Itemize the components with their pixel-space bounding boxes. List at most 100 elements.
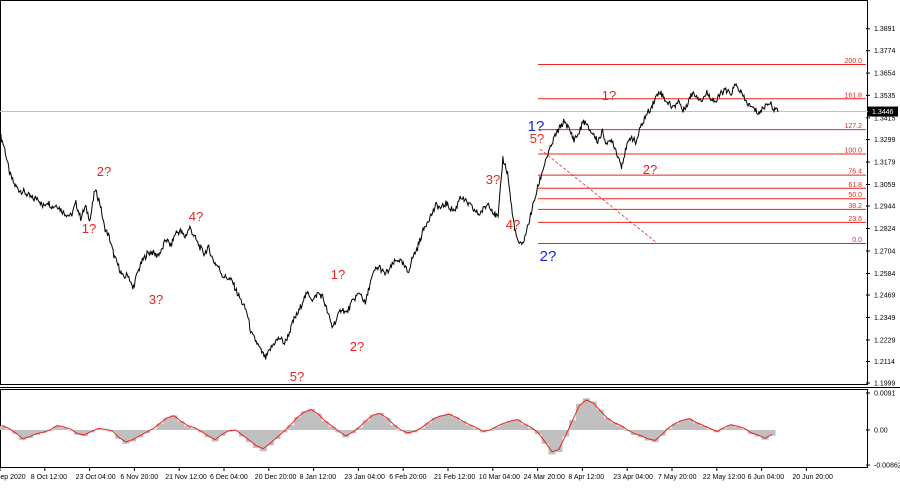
price-tick-label: 1.3415 (874, 115, 896, 122)
wave-label: 2? (97, 164, 111, 179)
time-tick-label: 23 Jan 04:00 (344, 474, 385, 481)
wave-label: 5? (530, 131, 544, 146)
wave-label: 5? (290, 369, 304, 384)
wave-label: 1? (82, 221, 96, 236)
oscillator-bar (369, 414, 377, 431)
oscillator-bar (5, 429, 13, 431)
fib-level-label: 23.6 (848, 216, 862, 223)
oscillator-bar (417, 428, 425, 431)
oscillator-bar (25, 430, 34, 439)
oscillator-bar (342, 430, 350, 438)
oscillator-bar (259, 430, 267, 452)
price-tick-label: 1.2944 (874, 204, 896, 211)
price-panel-frame (0, 0, 868, 385)
time-tick-label: 6 Feb 20:00 (389, 474, 426, 481)
time-tick-label: 22 Sep 2020 (0, 474, 26, 481)
price-tick-label: 1.3059 (874, 182, 896, 189)
oscillator-bar (582, 398, 590, 431)
price-axis: 1.3891 1.3774 1.3654 1.3535 1.3415 1.3299 1.31… (866, 26, 898, 388)
oscillator-bar (60, 427, 68, 431)
fib-level-label: 127.2 (844, 123, 862, 130)
oscillator-bar (12, 430, 20, 435)
wave-label: 1? (602, 88, 616, 103)
oscillator-bar (658, 430, 666, 436)
oscillator-bar (734, 426, 742, 431)
oscillator-bar (493, 426, 501, 431)
oscillator-bar (651, 430, 659, 443)
oscillator-bar (747, 430, 755, 435)
time-tick-label: 8 Jan 12:00 (300, 474, 337, 481)
wave-label: 3? (149, 292, 163, 307)
oscillator-bar (177, 421, 185, 431)
wave-label: 3? (486, 172, 500, 187)
time-tick-label: 24 Mar 20:00 (524, 474, 565, 481)
oscillator-bar (465, 425, 474, 431)
oscillator-bar (644, 430, 652, 441)
oscillator-bar (307, 408, 315, 431)
oscillator-bar (672, 423, 680, 431)
price-tick-label: 1.2704 (874, 248, 896, 255)
oscillator-bar (459, 421, 467, 431)
oscillator-tick-label: 0.00 (874, 428, 888, 435)
oscillator-bar (727, 425, 735, 431)
oscillator-bar (245, 430, 254, 443)
oscillator-bar (211, 430, 219, 442)
oscillator-bar (617, 425, 625, 431)
oscillator-bar (74, 430, 82, 435)
oscillator-bar (300, 411, 309, 431)
oscillator-bar (328, 426, 336, 431)
wave-label: 2? (350, 339, 364, 354)
oscillator-bar (53, 425, 61, 431)
fib-level-label: 0.0 (852, 237, 862, 244)
fib-level-label: 76.4 (848, 169, 862, 176)
oscillator-bar (637, 430, 645, 438)
oscillator-bar (575, 403, 584, 431)
oscillator-bar (115, 430, 123, 439)
oscillator-bar (548, 430, 556, 455)
oscillator-bar (163, 417, 171, 431)
wave-label: 1? (331, 267, 345, 282)
oscillator-bar (720, 428, 728, 431)
oscillator-signal-line (1, 399, 773, 453)
price-line (0, 82, 779, 360)
oscillator-tick-label: 0.0091 (874, 391, 896, 398)
oscillator-bar (685, 418, 694, 431)
oscillator-bar (452, 417, 460, 431)
oscillator-bar (768, 430, 776, 436)
oscillator-bar (129, 430, 137, 442)
oscillator-bar (142, 430, 150, 434)
wave-label: 4? (506, 217, 520, 232)
fibonacci-trend-line (539, 148, 658, 244)
time-tick-label: 20 Jun 20:00 (792, 474, 833, 481)
time-tick-label: 10 Mar 04:00 (479, 474, 520, 481)
oscillator-bar (699, 425, 707, 431)
price-tick-label: 1.3654 (874, 71, 896, 78)
fib-level-label: 61.8 (848, 182, 862, 189)
time-tick-label: 22 May 12:00 (703, 474, 746, 481)
oscillator-bar (603, 417, 611, 431)
oscillator-bar (101, 430, 109, 431)
oscillator-bar (555, 430, 563, 452)
oscillator-bar (431, 417, 439, 431)
oscillator-bar (239, 430, 247, 437)
price-tick-label: 1.3179 (874, 160, 896, 167)
oscillator-bar (156, 423, 164, 431)
oscillator-bar (294, 417, 302, 431)
oscillator-bar (445, 413, 453, 431)
oscillator-bar (266, 430, 274, 446)
price-tick-label: 1.3891 (874, 26, 896, 33)
oscillator-bar (122, 430, 130, 444)
oscillator-bar (184, 425, 192, 431)
time-tick-label: 23 Apr 04:00 (613, 474, 653, 481)
oscillator-axis: 0.0091 0.00 -0.00862 (866, 391, 900, 470)
oscillator-bar (589, 401, 597, 431)
oscillator-bar (362, 420, 370, 431)
oscillator-bar (32, 430, 40, 435)
oscillator-bar (630, 430, 639, 435)
oscillator-bar (610, 422, 618, 431)
oscillator-bar (314, 413, 322, 431)
wave-label: 1? (528, 118, 545, 135)
time-tick-label: 20 Dec 20:00 (255, 474, 297, 481)
